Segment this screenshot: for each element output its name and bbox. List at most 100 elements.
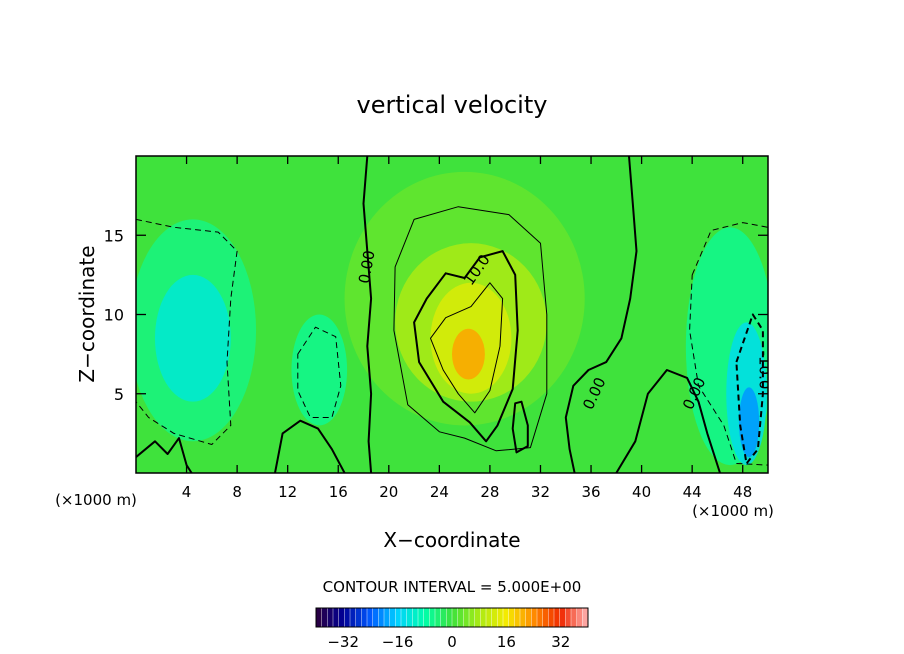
contour-interval-label: CONTOUR INTERVAL = 5.000E+00 bbox=[323, 578, 582, 596]
contour-zero-bottom-right bbox=[615, 369, 721, 473]
x-axis-label: X−coordinate bbox=[383, 528, 520, 552]
x-unit-label-right: (×1000 m) bbox=[692, 502, 774, 520]
colorbar-tick-labels: −32 −16 0 16 32 bbox=[327, 633, 570, 651]
colorbar-frame bbox=[315, 607, 589, 628]
colorbar-segment-46 bbox=[576, 608, 583, 627]
colorbar-segment-19 bbox=[423, 608, 430, 627]
colorbar-tick-label-3: 16 bbox=[497, 633, 516, 651]
x-tick-label-40: 40 bbox=[632, 483, 651, 501]
colorbar-segment-14 bbox=[395, 608, 402, 627]
x-tick-label-4: 4 bbox=[182, 483, 192, 501]
colorbar-segment-31 bbox=[491, 608, 498, 627]
colorbar-segment-9 bbox=[367, 608, 373, 627]
contour-5-outer bbox=[393, 206, 548, 452]
colorbar-segment-3 bbox=[333, 608, 339, 627]
y-tick-label-15: 15 bbox=[104, 226, 124, 245]
colorbar-segment-1 bbox=[321, 608, 328, 627]
x-tick-label-12: 12 bbox=[278, 483, 297, 501]
contour-neg5-mid bbox=[297, 326, 342, 418]
contour-zero-right bbox=[564, 156, 638, 473]
colorbar-tick-label-1: −16 bbox=[382, 633, 414, 651]
colorbar-segment-40 bbox=[542, 608, 549, 627]
colorbar-segment-2 bbox=[327, 608, 334, 627]
x-tick-label-48: 48 bbox=[733, 483, 752, 501]
colorbar-segment-44 bbox=[565, 608, 572, 627]
x-tick-label-36: 36 bbox=[581, 483, 600, 501]
x-tick-label-8: 8 bbox=[232, 483, 242, 501]
colorbar-segment-18 bbox=[418, 608, 424, 627]
x-tick-label-32: 32 bbox=[531, 483, 550, 501]
contour-zero-bottom-mid bbox=[274, 419, 346, 473]
colorbar-segment-30 bbox=[486, 608, 492, 627]
colorbar-segment-28 bbox=[474, 608, 481, 627]
colorbar-segment-26 bbox=[463, 608, 470, 627]
colorbar-segment-45 bbox=[571, 608, 577, 627]
y-tick-label-5: 5 bbox=[114, 385, 124, 404]
colorbar-segment-22 bbox=[440, 608, 447, 627]
colorbar-segment-5 bbox=[344, 608, 351, 627]
colorbar bbox=[315, 607, 589, 628]
field-region-3 bbox=[452, 328, 485, 380]
field-region-9 bbox=[738, 387, 760, 458]
colorbar-segment-37 bbox=[525, 608, 532, 627]
colorbar-tick-label-4: 32 bbox=[551, 633, 570, 651]
colorbar-segment-7 bbox=[355, 608, 362, 627]
contour-label-0: 0.00 bbox=[355, 249, 379, 285]
colorbar-segment-41 bbox=[548, 608, 555, 627]
colorbar-segment-4 bbox=[338, 608, 345, 627]
contour-10-main bbox=[413, 250, 519, 443]
colorbar-segment-38 bbox=[531, 608, 538, 627]
colorbar-segment-21 bbox=[435, 608, 441, 627]
colorbar-segment-35 bbox=[514, 608, 521, 627]
field-region-6 bbox=[291, 314, 348, 426]
colorbar-tick-label-0: −32 bbox=[327, 633, 359, 651]
contour-neg5-right bbox=[689, 222, 768, 466]
colorbar-segment-47 bbox=[582, 608, 589, 627]
contour-10-lobe bbox=[511, 400, 529, 454]
colorbar-segment-43 bbox=[559, 608, 566, 627]
colorbar-segment-0 bbox=[316, 608, 322, 627]
contour-15 bbox=[430, 282, 504, 414]
x-axis-ticks: 4 8 12 16 20 24 28 32 36 40 44 48 bbox=[182, 156, 752, 501]
colorbar-segment-15 bbox=[401, 608, 407, 627]
colorbar-segment-13 bbox=[389, 608, 396, 627]
contour-neg10-right bbox=[735, 313, 764, 465]
x-tick-label-44: 44 bbox=[683, 483, 702, 501]
colorbar-segment-6 bbox=[350, 608, 356, 627]
x-tick-label-16: 16 bbox=[329, 483, 348, 501]
colorbar-segment-27 bbox=[469, 608, 475, 627]
chart-title: vertical velocity bbox=[357, 91, 548, 119]
x-tick-label-24: 24 bbox=[430, 483, 449, 501]
colorbar-tick-label-2: 0 bbox=[447, 633, 457, 651]
contour-zero-left bbox=[362, 156, 373, 473]
colorbar-segment-25 bbox=[457, 608, 464, 627]
contour-label-4: -10.0 bbox=[756, 351, 774, 390]
colorbar-segment-33 bbox=[503, 608, 509, 627]
contour-neg5-left bbox=[136, 218, 238, 445]
contour-zero-bottom-left bbox=[136, 437, 193, 473]
colorbar-segment-16 bbox=[406, 608, 413, 627]
x-unit-label-left: (×1000 m) bbox=[55, 491, 137, 509]
field-region-5 bbox=[154, 274, 231, 402]
x-tick-label-28: 28 bbox=[480, 483, 499, 501]
x-tick-label-20: 20 bbox=[379, 483, 398, 501]
colorbar-segment-8 bbox=[361, 608, 368, 627]
y-axis-ticks: 5 10 15 bbox=[104, 226, 768, 404]
colorbar-segment-17 bbox=[412, 608, 419, 627]
y-axis-label: Z−coordinate bbox=[75, 245, 99, 382]
colorbar-segment-29 bbox=[480, 608, 487, 627]
colorbar-segment-23 bbox=[446, 608, 453, 627]
colorbar-segment-10 bbox=[372, 608, 379, 627]
colorbar-segment-36 bbox=[520, 608, 526, 627]
plot-area: 0.00 10.00.00 0.00-10.0 bbox=[136, 156, 774, 473]
colorbar-segment-12 bbox=[384, 608, 390, 627]
contour-lines bbox=[136, 156, 768, 473]
colorbar-segment-24 bbox=[452, 608, 458, 627]
colorbar-segment-11 bbox=[378, 608, 385, 627]
y-tick-label-10: 10 bbox=[104, 306, 124, 325]
colorbar-segment-32 bbox=[497, 608, 504, 627]
colorbar-segment-42 bbox=[554, 608, 560, 627]
colorbar-segment-39 bbox=[537, 608, 543, 627]
colorbar-segment-34 bbox=[508, 608, 515, 627]
